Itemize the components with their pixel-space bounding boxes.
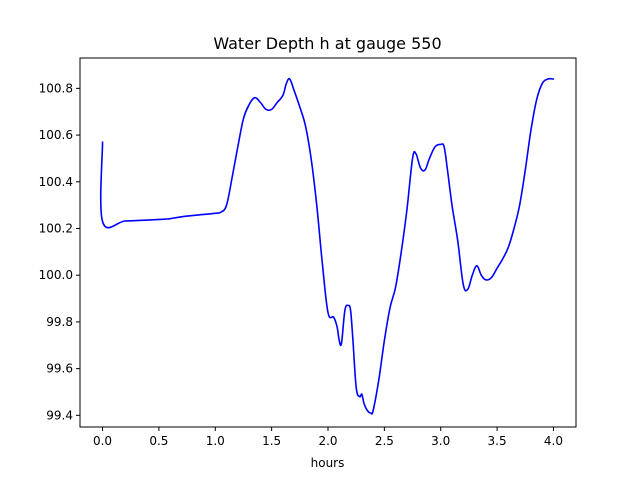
- chart-title: Water Depth h at gauge 550: [213, 34, 441, 53]
- x-tick-label: 3.5: [488, 434, 507, 448]
- x-tick-label: 0.0: [93, 434, 112, 448]
- y-tick-label: 99.6: [46, 362, 73, 376]
- plot-area-frame: [79, 57, 577, 428]
- series-line: [99, 77, 555, 415]
- x-tick-label: 3.0: [431, 434, 450, 448]
- x-tick-label: 1.5: [262, 434, 281, 448]
- x-tick-label: 0.5: [149, 434, 168, 448]
- y-tick-label: 100.2: [39, 221, 73, 235]
- x-tick-label: 2.0: [318, 434, 337, 448]
- x-tick-label: 4.0: [544, 434, 563, 448]
- y-axis: 99.4 99.6 99.8 100.0 100.2 100.4 100.6 100.8: [39, 81, 80, 422]
- y-tick-label: 100.8: [39, 81, 73, 95]
- y-tick-label: 100.4: [39, 175, 73, 189]
- y-tick-label: 100.0: [39, 268, 73, 282]
- x-tick-label: 2.5: [375, 434, 394, 448]
- x-axis-label: hours: [311, 456, 345, 470]
- y-tick-label: 99.4: [46, 408, 73, 422]
- series-layer: [99, 77, 555, 415]
- y-tick-label: 99.8: [46, 315, 73, 329]
- x-tick-label: 1.0: [206, 434, 225, 448]
- x-axis: 0.0 0.5 1.0 1.5 2.0 2.5 3.0 3.5 4.0: [93, 427, 563, 448]
- y-tick-label: 100.6: [39, 128, 73, 142]
